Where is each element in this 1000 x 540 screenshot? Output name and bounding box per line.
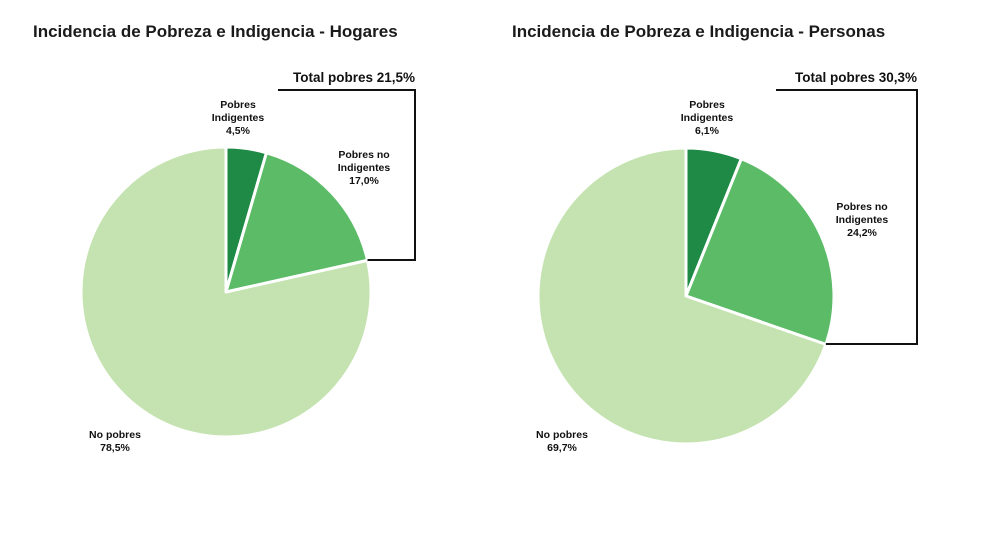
slice-label-1: Pobres Indigentes 4,5% bbox=[212, 99, 265, 137]
pie-svg: Total pobres 21,5% Pobres Indigentes 4,5% Po… bbox=[79, 70, 416, 454]
slice-label-2: Pobres no Indigentes 24,2% bbox=[836, 201, 889, 239]
pie-slice-3 bbox=[536, 146, 828, 446]
pie-chart-personas: Incidencia de Pobreza e Indigencia - Per… bbox=[460, 0, 960, 540]
pie-slice-3 bbox=[79, 145, 373, 439]
pie-svg: Total pobres 30,3% Pobres Indigentes 6,1% Po… bbox=[536, 70, 918, 454]
total-pobres-bracket bbox=[278, 89, 416, 261]
chart-title: Incidencia de Pobreza e Indigencia - Hog… bbox=[33, 22, 398, 41]
pie-slice-2 bbox=[684, 157, 836, 346]
slice-label-1: Pobres Indigentes 6,1% bbox=[681, 99, 734, 137]
slice-label-3: No pobres 78,5% bbox=[89, 429, 141, 454]
pie-slice-2 bbox=[224, 151, 370, 294]
pie-chart-hogares: Incidencia de Pobreza e Indigencia - Hog… bbox=[33, 22, 416, 454]
slice-label-3: No pobres 69,7% bbox=[536, 429, 588, 454]
total-pobres-label: Total pobres 21,5% bbox=[293, 70, 415, 85]
chart-title: Incidencia de Pobreza e Indigencia - Per… bbox=[512, 22, 886, 41]
total-pobres-bracket bbox=[776, 89, 918, 345]
slice-label-2: Pobres no Indigentes 17,0% bbox=[338, 149, 391, 187]
total-pobres-label: Total pobres 30,3% bbox=[795, 70, 917, 85]
